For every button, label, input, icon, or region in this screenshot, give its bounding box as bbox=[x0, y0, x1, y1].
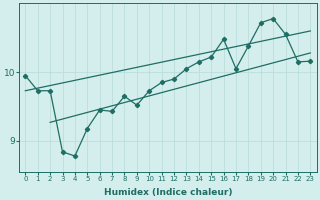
X-axis label: Humidex (Indice chaleur): Humidex (Indice chaleur) bbox=[104, 188, 232, 197]
